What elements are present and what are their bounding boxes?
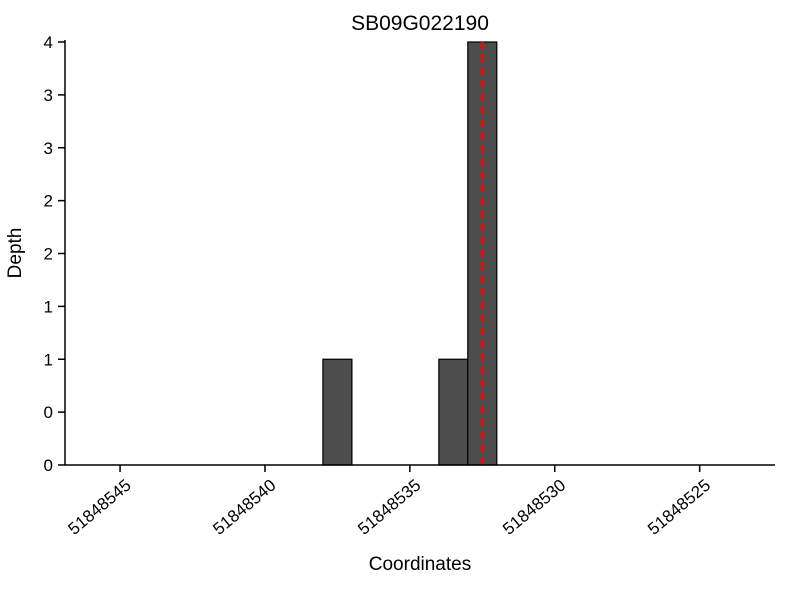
y-axis-label: Depth (5, 228, 26, 279)
x-tick-label: 51848535 (354, 476, 424, 539)
x-tick-label: 51848540 (209, 476, 279, 539)
y-tick-label: 0 (44, 403, 53, 422)
x-axis-label: Coordinates (369, 554, 471, 575)
x-tick-label: 51848545 (64, 476, 134, 539)
y-tick-label: 2 (44, 192, 53, 211)
x-tick-label: 51848530 (499, 476, 569, 539)
x-tick-label: 51848525 (644, 476, 714, 539)
chart-title: SB09G022190 (351, 12, 489, 35)
chart-plot-area: 0 0 1 1 2 2 3 3 4 51848545 51848540 51848535 5184853… (44, 33, 775, 539)
y-tick-label: 3 (44, 86, 53, 105)
depth-bar (322, 358, 353, 466)
y-tick-label: 4 (44, 33, 53, 52)
y-tick-label: 3 (44, 139, 53, 158)
y-tick-label: 1 (44, 297, 53, 316)
y-tick-label: 1 (44, 350, 53, 369)
y-tick-label: 2 (44, 245, 53, 264)
y-tick-label: 0 (44, 456, 53, 475)
depth-bar (438, 358, 469, 466)
